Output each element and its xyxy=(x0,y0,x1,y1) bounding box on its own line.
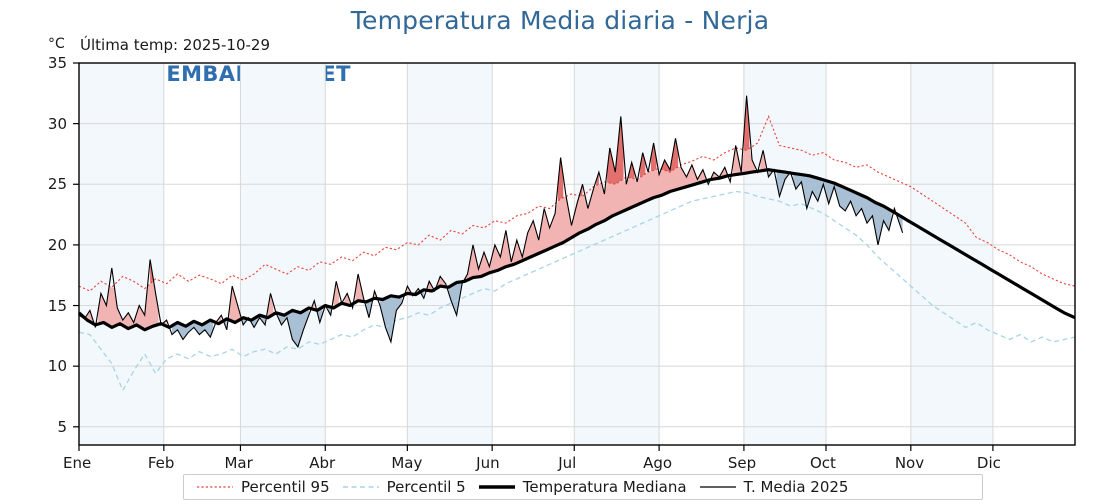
x-tick-label-ago: Ago xyxy=(643,454,673,472)
series-temperatura-mediana xyxy=(77,168,1076,332)
x-tick-label-sep: Sep xyxy=(727,454,757,472)
chart-legend: Percentil 95 Percentil 5 Temperatura Media… xyxy=(183,474,983,500)
x-tick-label-dic: Dic xyxy=(976,454,1001,472)
legend-key-icon xyxy=(197,486,233,488)
y-tick-label: 35 xyxy=(47,54,67,72)
x-tick-label-abr: Abr xyxy=(309,454,336,472)
page-title: Temperatura Media diaria - Nerja xyxy=(350,6,770,35)
plot-frame xyxy=(78,62,1076,446)
month-band xyxy=(79,63,164,445)
legend-label: Temperatura Mediana xyxy=(522,478,687,496)
legend-item-3[interactable]: T. Media 2025 xyxy=(687,475,849,499)
x-tick-label-feb: Feb xyxy=(147,454,175,472)
month-band xyxy=(743,63,826,445)
x-tick-label-nov: Nov xyxy=(894,454,925,472)
y-tick-label: 30 xyxy=(47,114,67,133)
x-tick-label-jun: Jun xyxy=(476,454,500,472)
y-tick-label: 15 xyxy=(47,296,67,315)
x-tick-label-ene: Ene xyxy=(63,454,92,472)
series-percentil-95 xyxy=(78,114,1076,292)
month-band xyxy=(240,63,326,445)
y-tick-label: 10 xyxy=(47,357,67,376)
fill-below-median xyxy=(79,169,903,347)
legend-item-2[interactable]: Temperatura Mediana xyxy=(466,475,687,499)
x-tick-label-oct: Oct xyxy=(810,454,836,472)
legend-key-icon xyxy=(699,486,736,488)
x-tick-label-mar: Mar xyxy=(224,454,253,472)
month-band xyxy=(407,63,493,445)
month-band xyxy=(910,63,993,445)
month-band xyxy=(574,63,660,445)
last-temperature-label: Última temp: 2025-10-29 xyxy=(80,36,271,54)
y-tick-label: 20 xyxy=(47,235,67,254)
legend-key-icon xyxy=(478,485,515,489)
legend-label: Percentil 95 xyxy=(241,478,330,496)
x-tick-label-may: May xyxy=(391,454,423,472)
legend-label: Percentil 5 xyxy=(386,478,466,496)
y-tick-label: 25 xyxy=(47,175,67,194)
series-percentil-5 xyxy=(78,190,1076,392)
fill-above-median xyxy=(87,147,766,330)
legend-item-1[interactable]: Percentil 5 xyxy=(330,475,466,499)
legend-item-0[interactable]: Percentil 95 xyxy=(184,475,330,499)
y-axis-unit-label: °C xyxy=(48,36,65,52)
legend-label: T. Media 2025 xyxy=(743,478,849,496)
x-tick-label-jul: Jul xyxy=(558,454,577,472)
y-tick-label: 5 xyxy=(57,417,67,436)
legend-key-icon xyxy=(342,486,379,488)
